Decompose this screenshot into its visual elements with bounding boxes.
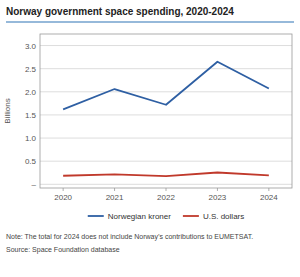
legend: Norwegian kroner U.S. dollars — [88, 212, 245, 221]
x-tick-label: 2022 — [157, 193, 175, 202]
y-tick-label: 1.5 — [25, 111, 37, 120]
series-line — [63, 173, 269, 177]
x-tick — [114, 188, 115, 191]
grid-line — [40, 68, 292, 69]
grid-line — [40, 45, 292, 46]
x-tick-label: 2024 — [260, 193, 278, 202]
x-tick-label: 2021 — [106, 193, 124, 202]
y-tick-label: – — [32, 180, 37, 189]
legend-item: U.S. dollars — [183, 212, 244, 221]
grid-line — [40, 184, 292, 185]
note: Source: Space Foundation database — [6, 246, 120, 254]
x-tick-label: 2023 — [209, 193, 227, 202]
y-tick-label: 2.5 — [25, 65, 37, 74]
lines — [63, 62, 269, 176]
grid-line — [40, 114, 292, 115]
legend-swatch — [88, 215, 104, 217]
grid-line — [40, 138, 292, 139]
y-tick-label: 3.0 — [25, 42, 37, 51]
grid-line — [40, 91, 292, 92]
chart: Norway government space spending, 2020-2… — [0, 0, 300, 277]
note: Note: The total for 2024 does not includ… — [6, 233, 253, 241]
x-tick — [217, 188, 218, 191]
grid — [40, 46, 292, 185]
y-tick-label: 0.5 — [25, 157, 37, 166]
plot-frame — [40, 34, 292, 188]
legend-label: U.S. dollars — [203, 212, 244, 221]
legend-label: Norwegian kroner — [108, 212, 171, 221]
legend-swatch — [183, 215, 199, 217]
x-tick — [166, 188, 167, 191]
grid-line — [40, 161, 292, 162]
x-tick — [63, 188, 64, 191]
y-axis-label: Billions — [3, 98, 12, 123]
title-rule — [6, 21, 294, 22]
legend-item: Norwegian kroner — [88, 212, 171, 221]
series-line — [63, 62, 269, 110]
x-tick-label: 2020 — [54, 193, 72, 202]
x-tick — [268, 188, 269, 191]
title: Norway government space spending, 2020-2… — [6, 6, 234, 17]
y-tick-label: 1.0 — [25, 134, 37, 143]
y-tick-label: 2.0 — [25, 88, 37, 97]
